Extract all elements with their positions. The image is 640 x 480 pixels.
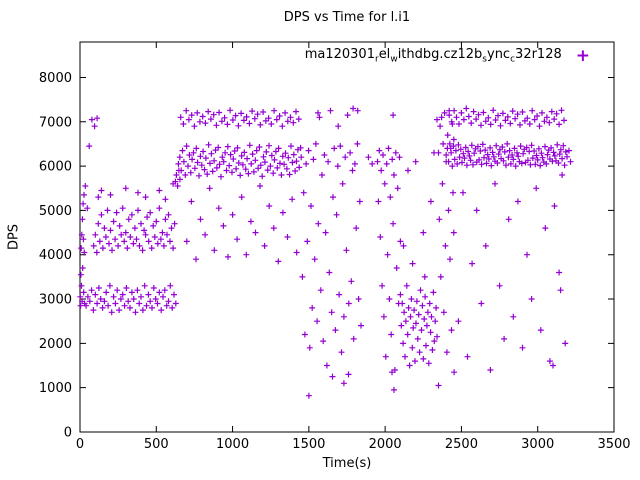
y-tick-label: 3000	[39, 293, 72, 308]
y-tick-label: 0	[64, 426, 72, 441]
x-tick-label: 3500	[597, 437, 630, 452]
x-tick-label: 1500	[292, 437, 325, 452]
chart-title: DPS vs Time for l.i1	[283, 10, 411, 25]
legend-label: ma120301relwithdbg.cz12bsyncc32r128	[304, 47, 562, 65]
x-tick-label: 0	[76, 437, 84, 452]
y-tick-label: 8000	[39, 71, 72, 86]
x-tick-label: 2000	[369, 437, 402, 452]
x-tick-label: 500	[144, 437, 169, 452]
plus-marker-icon: +	[575, 45, 590, 66]
scatter-points	[77, 105, 574, 399]
x-tick-label: 3000	[521, 437, 554, 452]
y-tick-label: 4000	[39, 248, 72, 263]
axis-ticks	[79, 42, 615, 433]
x-axis-label: Time(s)	[322, 456, 372, 471]
plot-border	[79, 41, 615, 433]
y-tick-label: 2000	[39, 337, 72, 352]
x-tick-label: 1000	[216, 437, 249, 452]
legend: ma120301relwithdbg.cz12bsyncc32r128 +	[240, 47, 590, 65]
x-tick-label: 2500	[445, 437, 478, 452]
y-tick-label: 1000	[39, 381, 72, 396]
y-tick-label: 5000	[39, 204, 72, 219]
y-tick-label: 6000	[39, 160, 72, 175]
y-tick-label: 7000	[39, 115, 72, 130]
